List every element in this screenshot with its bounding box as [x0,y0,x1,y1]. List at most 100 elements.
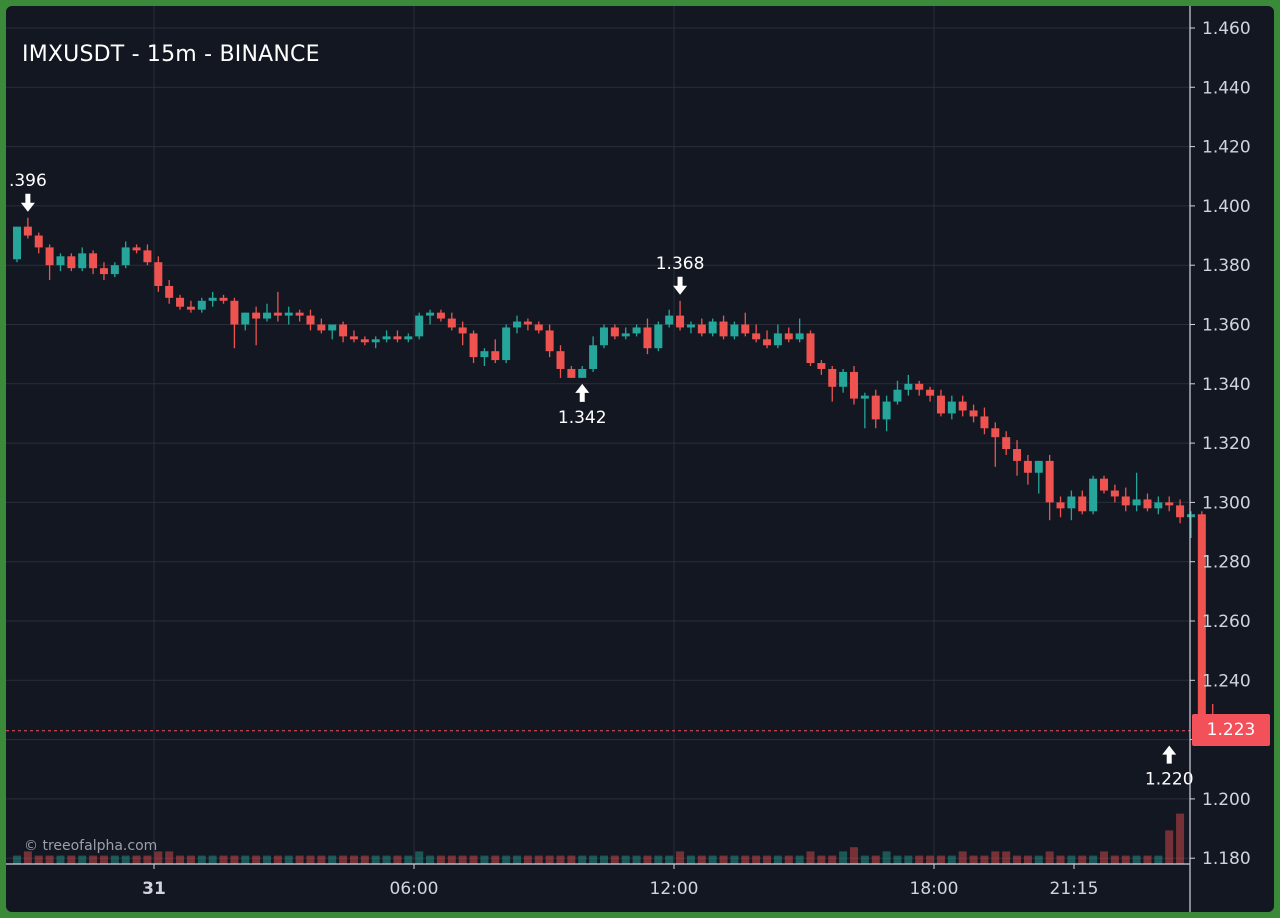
candle-body [1100,478,1108,491]
price-tick-label: 1.360 [1202,316,1251,336]
volume-bar [795,855,804,864]
volume-bar [241,855,250,864]
candle-body [763,339,772,346]
candle-body [1143,499,1152,509]
candle-body [567,368,576,378]
candle-body [632,327,641,334]
candle-body [871,395,880,420]
candle-body [1045,460,1054,503]
volume-bar [34,855,43,864]
price-tick-label: 1.460 [1202,19,1251,39]
up-arrow-icon [1162,745,1177,764]
candle-body [893,389,902,402]
volume-bar [632,855,641,864]
annotation-label: 1.342 [558,408,607,428]
price-tick-label: 1.440 [1202,78,1251,98]
chart-title: IMXUSDT - 15m - BINANCE [22,42,320,67]
volume-bar [860,855,869,864]
volume-bar [904,855,913,864]
candle-body [34,235,43,248]
volume-bar [480,855,489,864]
current-price-label: 1.223 [1192,714,1270,746]
volume-bar [849,847,858,864]
candle-body [708,321,717,334]
volume-bar [219,855,228,864]
candle-body [719,321,728,337]
volume-bar [643,855,652,864]
candle-body [556,351,565,369]
volume-bar [1176,813,1185,864]
volume-bar [534,855,543,864]
volume-bar [317,855,326,864]
candle-body [23,226,32,236]
candle-body [208,297,217,301]
time-tick-label: 06:00 [390,879,439,899]
time-axis[interactable]: 31 06:00 12:00 18:00 21:15 [6,863,1190,899]
candle-body [817,363,826,369]
candle-body [784,333,793,340]
annotations: .396 1.342 1.368 1.220 [9,171,1194,790]
volume-bar [1165,830,1174,864]
candle-body [860,395,869,399]
volume-bar [1056,855,1065,864]
candle-body [926,389,935,396]
candle-body [1078,496,1087,512]
candle-body [1089,478,1098,512]
volume-bar [458,855,467,864]
volume-bar [1023,855,1032,864]
volume-bar [980,855,989,864]
volume-bar [969,855,978,864]
volume-bar [708,855,717,864]
price-axis[interactable]: 1.460 1.440 1.420 1.400 1.380 1.360 1.340 1.320… [1189,6,1251,912]
candle-body [599,327,608,346]
volume-bar [447,855,456,864]
candle-body [339,324,348,337]
volume-bar [230,855,239,864]
price-tick-label: 1.280 [1202,553,1251,573]
candle-body [589,345,598,369]
volume-bar [839,851,848,864]
volume-bar [730,855,739,864]
candle-body [13,226,21,260]
volume-bar [143,855,152,864]
candle-body [1067,496,1076,509]
price-tick-label: 1.260 [1202,612,1251,632]
volume-bar [741,855,750,864]
volume-bar [436,855,445,864]
candle-body [1165,502,1174,506]
volume-bar [599,855,608,864]
chart-frame: .396 1.342 1.368 1.220 1.460 1.440 1.420 1.400… [6,6,1274,912]
volume-bar [132,855,141,864]
volume-bar [165,851,174,864]
candle-body [458,327,467,334]
down-arrow-icon [20,193,35,212]
candles [13,217,1217,740]
volume-bar [1045,851,1054,864]
candle-body [197,300,206,310]
volume-bar [958,851,967,864]
candle-body [958,401,967,411]
candle-body [915,383,924,390]
candle-body [143,250,152,263]
volume-bar [589,855,598,864]
volume-bar [828,855,837,864]
candle-body [1056,502,1065,509]
candle-body [730,324,739,337]
volume-bar [295,855,304,864]
candle-body [371,339,380,343]
volume-bar [349,855,358,864]
price-tick-label: 1.420 [1202,138,1251,158]
grid-lines [6,6,1190,864]
candle-body [1023,460,1032,473]
candle-body [67,256,76,269]
annotation-label: 1.368 [656,254,705,274]
candle-body [1176,505,1185,518]
annotation-label: 1.220 [1145,770,1194,790]
volume-bar [1154,855,1163,864]
candle-body [219,297,228,301]
candle-body [643,327,652,349]
candlestick-chart[interactable]: .396 1.342 1.368 1.220 1.460 1.440 1.420 1.400… [6,6,1274,912]
volume-bar [1132,855,1141,864]
candle-body [523,321,532,325]
volume-bar [110,855,119,864]
